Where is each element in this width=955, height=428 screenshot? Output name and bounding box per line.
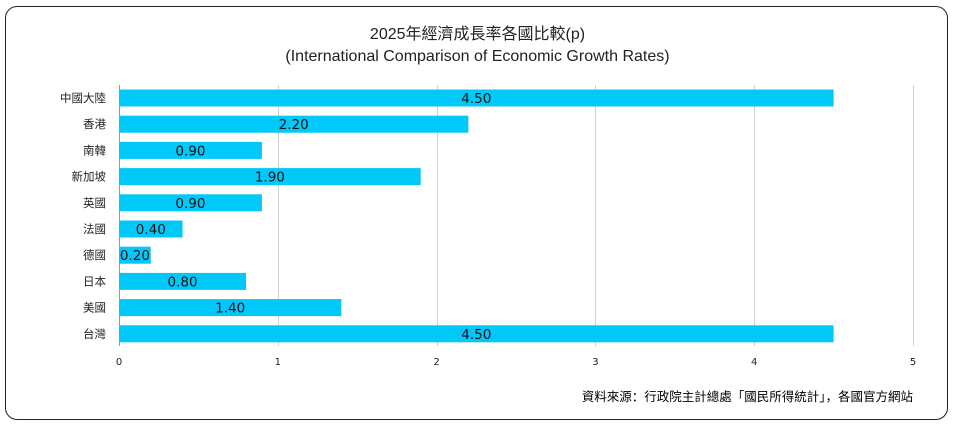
data-label: 0.20 [120,248,150,264]
category-label: 中國大陸 [60,91,106,105]
bar [119,246,151,264]
x-tick-label: 4 [751,357,757,368]
bar [119,272,247,290]
data-label: 0.80 [167,274,197,290]
x-tick-label: 3 [592,357,598,368]
bar [119,141,262,159]
category-label: 南韓 [83,143,106,157]
data-label: 4.50 [461,327,491,343]
chart-title: 2025年經濟成長率各國比較(p) [369,26,586,43]
data-label: 0.40 [136,222,166,238]
chart-frame [5,6,948,420]
x-tick-label: 1 [275,357,281,368]
data-label: 2.20 [279,117,309,133]
category-label: 英國 [83,196,106,210]
bar [119,299,342,317]
bar [119,115,469,133]
category-label: 新加坡 [72,170,107,184]
chart-subtitle: (International Comparison of Economic Gr… [285,48,670,65]
category-label: 香港 [83,117,106,131]
category-label: 日本 [83,274,106,288]
data-label: 0.90 [175,196,205,212]
labels-layer: 0 1 2 3 4 5 中國大陸 4.50 香港 2.20 南韓 0.90 新加坡 1.90 英國 0.90 法… [60,91,916,368]
source-note: 資料來源：行政院主計總處「國民所得統計」，各國官方網站 [581,389,913,404]
category-label: 美國 [83,301,106,315]
x-tick-label: 5 [910,357,916,368]
data-label: 0.90 [175,143,205,159]
category-label: 德國 [83,248,106,262]
bar [119,194,262,212]
data-label: 4.50 [461,91,491,107]
x-tick-label: 0 [116,357,122,368]
category-label: 法國 [83,222,106,236]
data-label: 1.90 [255,170,285,186]
bar [119,89,834,107]
bars-layer [119,89,834,343]
category-label: 台灣 [83,327,106,341]
bar [119,220,183,238]
x-tick-label: 2 [433,357,439,368]
bar [119,168,421,186]
data-label: 1.40 [215,301,245,317]
bar [119,325,834,343]
